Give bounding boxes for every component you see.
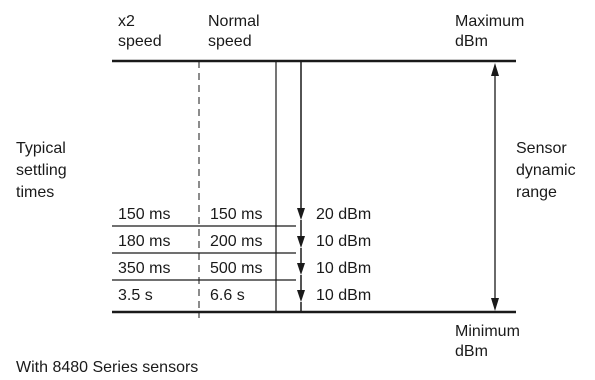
maximum-dbm-header: Maximum dBm: [455, 12, 524, 52]
label-line: dynamic: [516, 162, 576, 179]
header-text: dBm: [455, 33, 488, 50]
header-text: x2: [118, 13, 135, 30]
row-x2-value: 150 ms: [118, 206, 171, 223]
row-x2-value: 3.5 s: [118, 287, 153, 304]
label-line: range: [516, 184, 557, 201]
row-dbm-value: 10 dBm: [316, 260, 372, 277]
sensor-dynamic-range-label: Sensor dynamic range: [516, 138, 576, 204]
row-dbm-value: 10 dBm: [316, 287, 372, 304]
header-text: speed: [208, 33, 252, 50]
label-line: Minimum: [455, 323, 520, 340]
header-text: speed: [118, 33, 162, 50]
header-text: Normal: [208, 13, 260, 30]
row-x2-value: 180 ms: [118, 233, 171, 250]
row-normal-value: 150 ms: [210, 206, 263, 223]
range-down-arrow: [297, 62, 305, 312]
header-text: Maximum: [455, 13, 525, 30]
label-line: dBm: [455, 343, 488, 360]
normal-speed-header: Normal speed: [208, 12, 260, 52]
row-x2-value: 350 ms: [118, 260, 171, 277]
row-normal-value: 200 ms: [210, 233, 263, 250]
row-dbm-value: 20 dBm: [316, 206, 372, 223]
dynamic-range-arrow: [491, 63, 499, 311]
label-line: Sensor: [516, 140, 567, 157]
label-line: settling: [16, 162, 67, 179]
row-normal-value: 6.6 s: [210, 287, 245, 304]
row-normal-value: 500 ms: [210, 260, 263, 277]
typical-settling-times-label: Typical settling times: [16, 138, 67, 204]
footnote: With 8480 Series sensors: [16, 359, 199, 376]
label-line: Typical: [16, 140, 66, 157]
x2-speed-header: x2 speed: [118, 12, 162, 52]
minimum-dbm-label: Minimum dBm: [455, 322, 520, 362]
row-dbm-value: 10 dBm: [316, 233, 372, 250]
label-line: times: [16, 184, 55, 201]
